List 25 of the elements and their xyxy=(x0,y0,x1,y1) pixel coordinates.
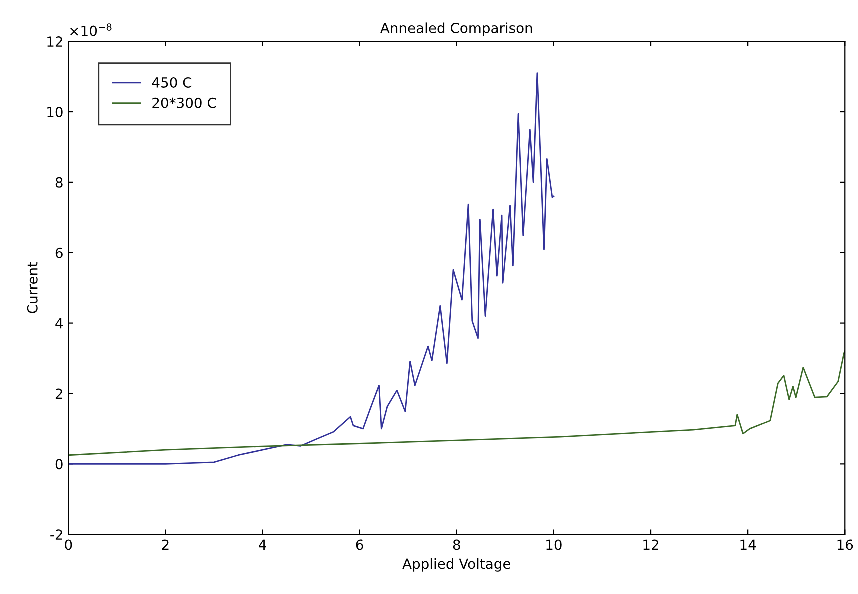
y-tick-label: 12 xyxy=(48,36,62,47)
legend-label: 450 C xyxy=(152,77,192,88)
y-tick-label: 0 xyxy=(56,459,63,470)
x-tick-label: 14 xyxy=(740,540,756,550)
x-tick-label: 10 xyxy=(546,540,562,550)
x-tick-label: 4 xyxy=(259,540,266,550)
x-tick-label: 8 xyxy=(453,540,460,550)
x-tick-label: 12 xyxy=(644,540,658,550)
y-tick-label: 4 xyxy=(56,318,63,329)
y-tick-label: 10 xyxy=(48,106,63,118)
x-tick-label: 6 xyxy=(356,540,364,550)
y-tick-label: 6 xyxy=(56,248,63,258)
text: ×10$^{−8}$ xyxy=(70,24,112,36)
x-tick-label: 16 xyxy=(838,540,854,550)
line-series xyxy=(68,350,846,456)
legend-label: 20*300 C xyxy=(152,98,216,108)
x-axis-title: Applied Voltage xyxy=(402,558,511,572)
chart-title: Annealed Comparison xyxy=(380,22,532,36)
y-tick-label: -2 xyxy=(50,530,62,540)
x-tick-label: 0 xyxy=(65,540,72,550)
y-axis-title: Current xyxy=(27,262,38,314)
x-tick-label: 2 xyxy=(162,540,169,550)
y-tick-label: 8 xyxy=(56,177,63,188)
line-series xyxy=(68,72,555,465)
y-tick-label: 2 xyxy=(56,388,62,400)
